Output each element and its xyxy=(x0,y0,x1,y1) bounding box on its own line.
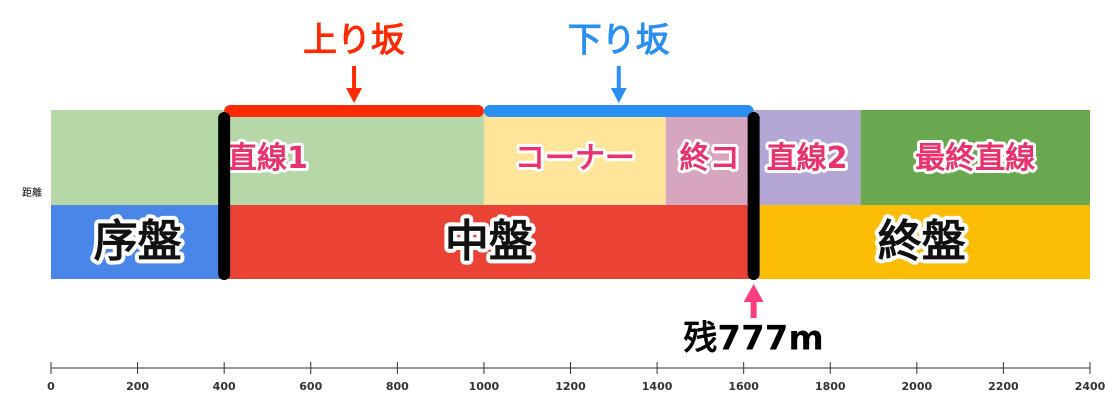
slope-arrow-head xyxy=(346,88,363,103)
segment-label: コーナー xyxy=(515,141,635,176)
annotation-arrow-head xyxy=(743,284,764,302)
annotation-label: 残777m xyxy=(683,319,823,359)
segment-label: 終盤 xyxy=(878,216,966,267)
segment-label: 最終直線 xyxy=(915,141,1035,176)
x-tick-label: 1400 xyxy=(642,380,673,393)
slope-arrow-head xyxy=(610,88,627,103)
x-tick-label: 1800 xyxy=(815,380,846,393)
segment-label: 直線2 xyxy=(767,141,848,176)
segment-label: 序盤 xyxy=(94,216,182,267)
x-tick-label: 1600 xyxy=(728,380,759,393)
slope-label: 上り坂 xyxy=(303,21,405,61)
x-tick-label: 2000 xyxy=(902,380,933,393)
segment xyxy=(860,110,1090,205)
x-tick-label: 2200 xyxy=(988,380,1019,393)
segment xyxy=(224,205,754,279)
x-tick-label: 600 xyxy=(299,380,322,393)
x-tick-label: 0 xyxy=(47,380,55,393)
segment-label: 中盤 xyxy=(445,216,533,267)
segment-label: 直線1 xyxy=(227,141,308,176)
segment xyxy=(753,205,1090,279)
x-tick-label: 800 xyxy=(386,380,409,393)
slope-label: 下り坂 xyxy=(568,21,670,61)
segment xyxy=(483,110,666,205)
segment xyxy=(753,110,861,205)
y-axis-label: 距離 xyxy=(22,186,42,199)
x-tick-label: 200 xyxy=(126,380,149,393)
x-tick-label: 1000 xyxy=(469,380,500,393)
segment xyxy=(665,110,754,205)
x-tick-label: 400 xyxy=(213,380,236,393)
x-tick-label: 2400 xyxy=(1075,380,1106,393)
segment-label: 終コ xyxy=(680,141,740,176)
segment xyxy=(51,110,484,205)
segment xyxy=(51,205,225,279)
x-tick-label: 1200 xyxy=(555,380,586,393)
